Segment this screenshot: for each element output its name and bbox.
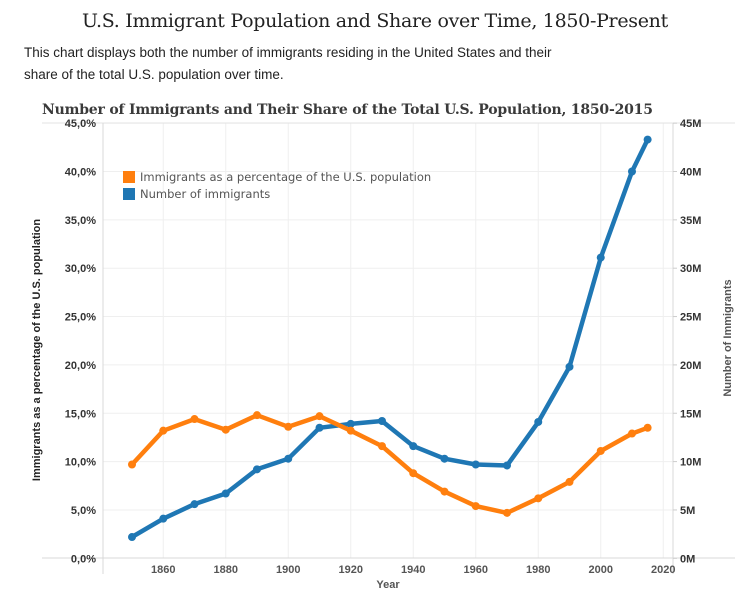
legend-swatch-number [123, 188, 135, 200]
y-tick-label-left: 30,0% [65, 263, 96, 275]
data-point [128, 460, 136, 469]
y-tick-label-right: 15M [680, 408, 701, 420]
x-axis: 1860 1880 1900 1920 1940 1960 1980 2000 2020 [151, 564, 675, 576]
data-point [409, 442, 418, 451]
data-point [596, 446, 605, 455]
legend-swatch-percentage [123, 171, 135, 183]
data-point [503, 508, 511, 517]
y-tick-label-left: 45,0% [65, 118, 96, 130]
series-line [129, 412, 650, 516]
data-point [596, 253, 605, 262]
y-tick-label-right: 20M [680, 360, 701, 372]
y-axis-left-title: Immigrants as a percentage of the U.S. p… [31, 219, 43, 481]
data-point [628, 167, 636, 176]
y-tick-label-left: 10,0% [65, 457, 96, 469]
data-point [190, 415, 199, 424]
data-point [221, 425, 230, 434]
data-point [284, 422, 293, 431]
data-point [315, 412, 324, 421]
data-point [253, 411, 261, 420]
y-tick-label-left: 40,0% [65, 167, 96, 179]
data-point [565, 477, 574, 486]
data-point [503, 461, 511, 470]
data-point [471, 502, 480, 511]
data-point [378, 442, 386, 451]
y-axis-left: 0,0% 5,0% 10,0% 15,0% 20,0% 25,0% 30,0% 35,0% 40… [65, 118, 96, 565]
y-axis-right-title: Number of Immigrants [722, 279, 734, 396]
x-axis-title: Year [376, 579, 400, 591]
series-group [128, 135, 652, 542]
y-tick-label-left: 25,0% [65, 312, 96, 324]
y-axis-right: 0M 5M 10M 15M 20M 25M 30M 35M 40M 45M [673, 118, 701, 565]
y-tick-label-right: 25M [680, 312, 701, 324]
data-point [440, 454, 449, 463]
y-tick-label-left: 5,0% [71, 505, 96, 517]
data-point [346, 426, 355, 435]
x-tick-label: 1860 [151, 564, 175, 576]
y-tick-label-right: 45M [680, 118, 701, 130]
data-point [346, 419, 355, 428]
axis-frame [42, 122, 735, 574]
x-tick-label: 1960 [464, 564, 488, 576]
data-point [378, 416, 386, 425]
y-tick-label-left: 20,0% [65, 360, 96, 372]
series-line [129, 137, 650, 540]
x-tick-label: 2020 [651, 564, 675, 576]
data-point [409, 469, 418, 478]
data-point [471, 460, 480, 469]
legend-label-number: Number of immigrants [140, 187, 270, 201]
y-tick-label-left: 0,0% [71, 553, 96, 565]
x-tick-label: 1980 [526, 564, 550, 576]
x-tick-label: 1900 [276, 564, 300, 576]
data-point [159, 426, 168, 435]
y-tick-label-left: 15,0% [65, 408, 96, 420]
page-description: This chart displays both the number of i… [24, 45, 552, 82]
y-tick-label-right: 5M [680, 505, 695, 517]
data-point [221, 489, 230, 498]
y-tick-label-right: 40M [680, 167, 701, 179]
data-point [534, 417, 543, 426]
page-title: U.S. Immigrant Population and Share over… [82, 10, 668, 32]
y-tick-label-right: 30M [680, 263, 701, 275]
x-tick-label: 1920 [339, 564, 363, 576]
data-point [440, 487, 449, 496]
data-point [643, 423, 652, 432]
data-point [643, 135, 652, 144]
y-tick-label-left: 35,0% [65, 215, 96, 227]
data-point [159, 514, 168, 523]
data-point [534, 494, 543, 503]
x-tick-label: 1940 [401, 564, 425, 576]
y-tick-label-right: 0M [680, 553, 695, 565]
data-point [128, 533, 136, 542]
y-tick-label-right: 35M [680, 215, 701, 227]
series-percentage [128, 411, 652, 517]
series-number [128, 135, 652, 542]
chart-title: Number of Immigrants and Their Share of … [42, 102, 653, 118]
x-tick-label: 2000 [589, 564, 613, 576]
data-point [190, 500, 199, 509]
data-point [315, 423, 324, 432]
legend: Immigrants as a percentage of the U.S. p… [123, 170, 431, 201]
data-point [628, 429, 636, 438]
legend-label-percentage: Immigrants as a percentage of the U.S. p… [140, 170, 431, 184]
data-point [565, 362, 574, 371]
y-tick-label-right: 10M [680, 457, 701, 469]
data-point [253, 465, 261, 474]
grid-lines [103, 122, 673, 558]
data-point [284, 454, 293, 463]
x-tick-label: 1880 [214, 564, 238, 576]
